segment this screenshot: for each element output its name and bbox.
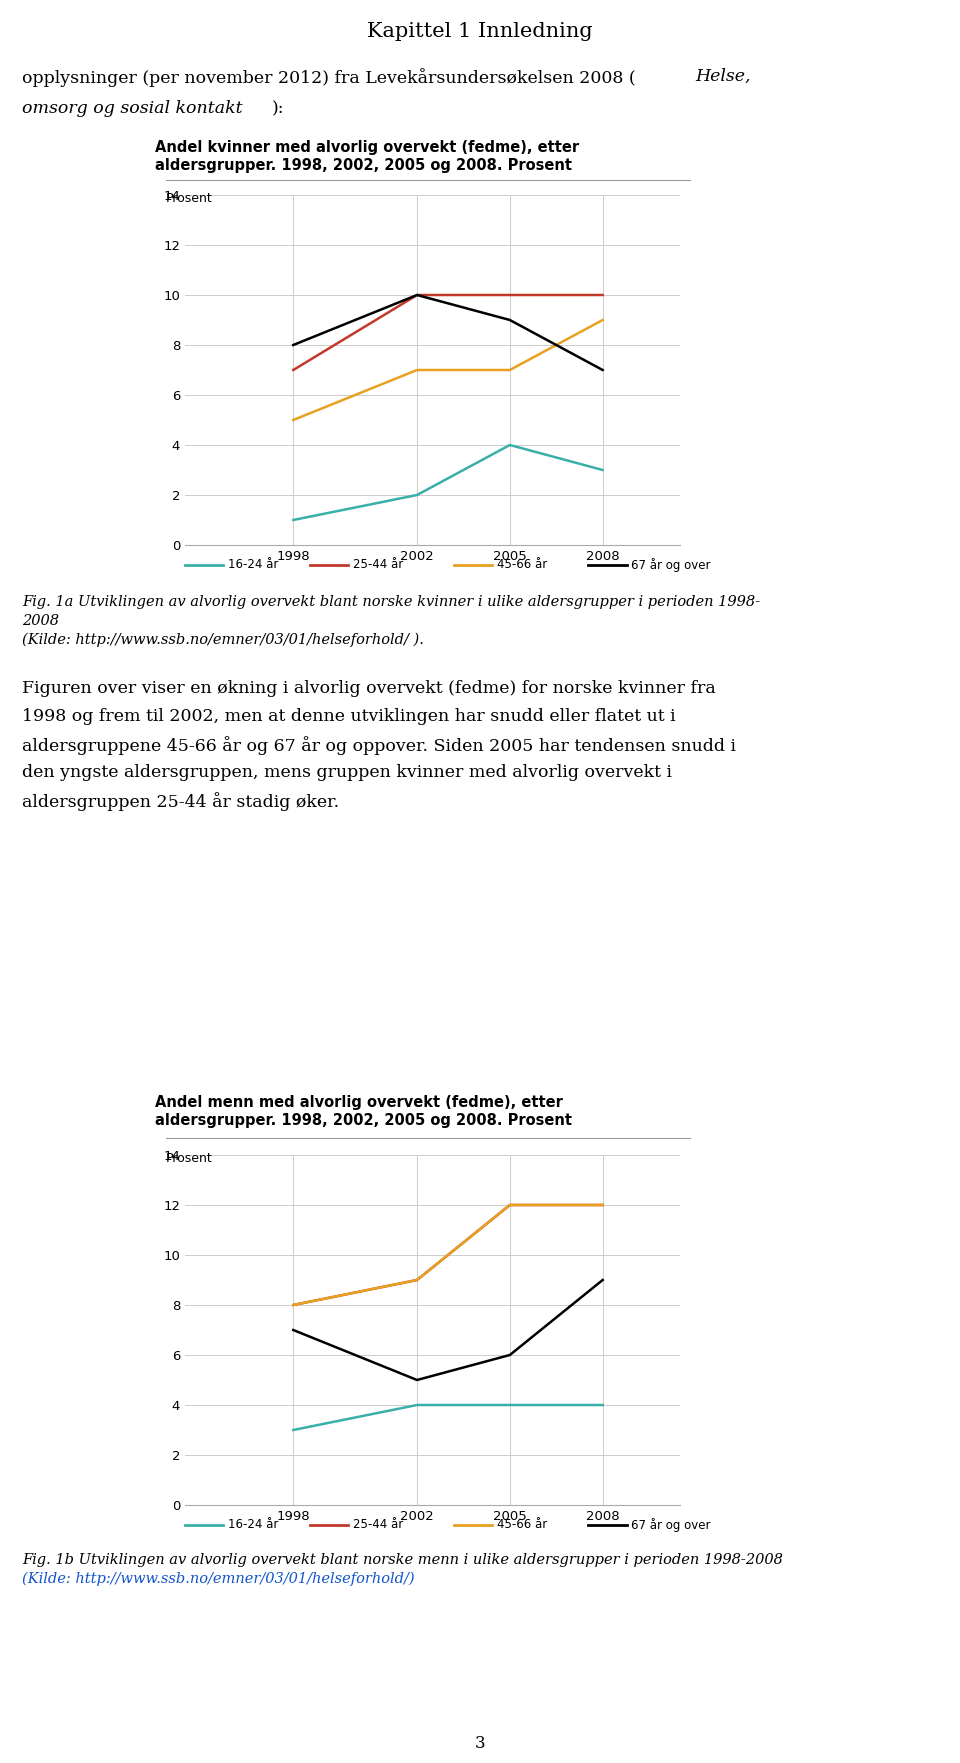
Text: aldersgruppen 25-44 år stadig øker.: aldersgruppen 25-44 år stadig øker. — [22, 792, 339, 811]
Text: Andel menn med alvorlig overvekt (fedme), etter: Andel menn med alvorlig overvekt (fedme)… — [155, 1095, 563, 1111]
Text: Prosent: Prosent — [166, 1151, 212, 1165]
Text: (Kilde: http://www.ssb.no/emner/03/01/helseforhold/): (Kilde: http://www.ssb.no/emner/03/01/he… — [22, 1573, 415, 1587]
Text: Kapittel 1 Innledning: Kapittel 1 Innledning — [367, 21, 593, 41]
Text: 1998 og frem til 2002, men at denne utviklingen har snudd eller flatet ut i: 1998 og frem til 2002, men at denne utvi… — [22, 709, 676, 725]
Text: 16-24 år: 16-24 år — [228, 559, 278, 571]
Text: Figuren over viser en økning i alvorlig overvekt (fedme) for norske kvinner fra: Figuren over viser en økning i alvorlig … — [22, 681, 716, 696]
Text: Prosent: Prosent — [166, 192, 212, 205]
Text: opplysninger (per november 2012) fra Levekårsundersøkelsen 2008 (: opplysninger (per november 2012) fra Lev… — [22, 69, 636, 86]
Text: (Kilde: http://www.ssb.no/emner/03/01/helseforhold/ ).: (Kilde: http://www.ssb.no/emner/03/01/he… — [22, 633, 424, 647]
Text: aldersgrupper. 1998, 2002, 2005 og 2008. Prosent: aldersgrupper. 1998, 2002, 2005 og 2008.… — [155, 1112, 572, 1128]
Text: 25-44 år: 25-44 år — [353, 559, 403, 571]
Text: 2008: 2008 — [22, 614, 59, 628]
Text: 3: 3 — [474, 1735, 486, 1752]
Text: den yngste aldersgruppen, mens gruppen kvinner med alvorlig overvekt i: den yngste aldersgruppen, mens gruppen k… — [22, 763, 672, 781]
Text: Helse,: Helse, — [695, 69, 751, 85]
Text: Fig. 1b Utviklingen av alvorlig overvekt blant norske menn i ulike aldersgrupper: Fig. 1b Utviklingen av alvorlig overvekt… — [22, 1553, 782, 1567]
Text: ):: ): — [272, 100, 284, 116]
Text: aldersgrupper. 1998, 2002, 2005 og 2008. Prosent: aldersgrupper. 1998, 2002, 2005 og 2008.… — [155, 159, 572, 173]
Text: Andel kvinner med alvorlig overvekt (fedme), etter: Andel kvinner med alvorlig overvekt (fed… — [155, 139, 579, 155]
Text: 45-66 år: 45-66 år — [497, 559, 547, 571]
Text: 67 år og over: 67 år og over — [632, 559, 711, 571]
Text: 45-66 år: 45-66 år — [497, 1518, 547, 1532]
Text: 25-44 år: 25-44 år — [353, 1518, 403, 1532]
Text: omsorg og sosial kontakt: omsorg og sosial kontakt — [22, 100, 243, 116]
Text: 16-24 år: 16-24 år — [228, 1518, 278, 1532]
Text: 67 år og over: 67 år og over — [632, 1518, 711, 1532]
Text: Fig. 1a Utviklingen av alvorlig overvekt blant norske kvinner i ulike aldersgrup: Fig. 1a Utviklingen av alvorlig overvekt… — [22, 594, 760, 608]
Text: aldersgruppene 45-66 år og 67 år og oppover. Siden 2005 har tendensen snudd i: aldersgruppene 45-66 år og 67 år og oppo… — [22, 735, 736, 755]
